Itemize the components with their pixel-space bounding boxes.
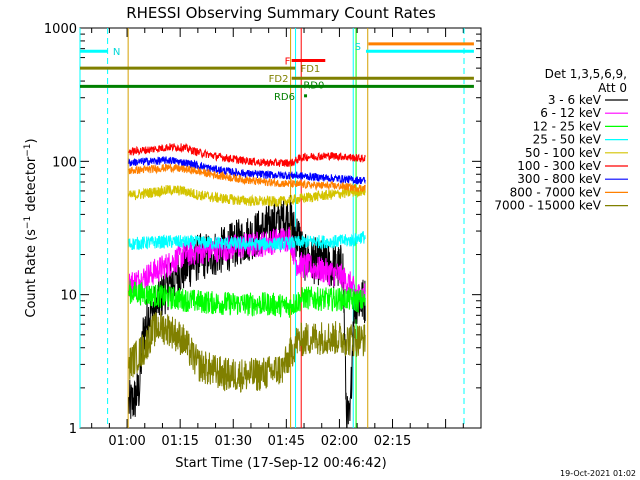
flag-label: RD6 — [274, 92, 295, 103]
legend-entry-label: 100 - 300 keV — [517, 159, 601, 173]
x-tick-label: 01:45 — [268, 434, 305, 449]
series-line-7 — [128, 163, 366, 194]
y-tick-label: 10 — [60, 289, 77, 304]
legend-header-line-2: Att 0 — [598, 81, 627, 95]
flag-label: RD0 — [303, 80, 324, 91]
legend-entry-label: 7000 - 15000 keV — [494, 199, 601, 213]
footer-date: 19-Oct-2021 01:02 — [560, 469, 636, 478]
x-tick-label: 01:15 — [161, 434, 198, 449]
series-line-4 — [128, 184, 366, 207]
legend-header-line-1: Det 1,3,5,6,9, — [545, 67, 627, 81]
y-tick-label: 1000 — [44, 22, 77, 37]
series-line-8 — [128, 310, 366, 393]
legend-entry-label: 50 - 100 keV — [525, 146, 602, 160]
flag-label: S — [355, 42, 361, 53]
chart-title: RHESSI Observing Summary Count Rates — [126, 4, 436, 22]
series-line-6 — [128, 156, 366, 185]
x-tick-label: 01:30 — [215, 434, 252, 449]
series-line-3 — [128, 231, 366, 252]
legend-entry-label: 3 - 6 keV — [548, 93, 602, 107]
legend-entry-label: 800 - 7000 keV — [510, 185, 602, 199]
flag-label: FD2 — [269, 74, 289, 85]
y-tick-label: 1 — [69, 422, 77, 437]
x-tick-label: 02:00 — [321, 434, 358, 449]
flag-label: FD1 — [300, 64, 320, 75]
legend-entry-label: 12 - 25 keV — [533, 119, 602, 133]
y-tick-label: 100 — [52, 155, 77, 170]
legend-entry-label: 6 - 12 keV — [540, 106, 602, 120]
series-line-2 — [128, 280, 366, 318]
x-tick-label: 01:00 — [108, 434, 145, 449]
series-line-1 — [128, 226, 366, 310]
legend-entry-label: 25 - 50 keV — [533, 133, 602, 147]
series-line-5 — [128, 142, 366, 168]
x-axis-title: Start Time (17-Sep-12 00:46:42) — [175, 456, 386, 471]
flag-label: N — [113, 47, 120, 58]
flag-label: F — [285, 57, 291, 68]
flag-marker — [304, 94, 308, 98]
x-tick-label: 02:15 — [374, 434, 411, 449]
plot-area: 1 10 100 1000 01:00 01:15 01:30 01:45 02:00 02:15… — [44, 22, 482, 449]
legend-entry-label: 300 - 800 keV — [517, 172, 601, 186]
series-line-0 — [128, 194, 366, 429]
y-axis-title: Count Rate (s−1 detector−1) — [23, 138, 39, 317]
